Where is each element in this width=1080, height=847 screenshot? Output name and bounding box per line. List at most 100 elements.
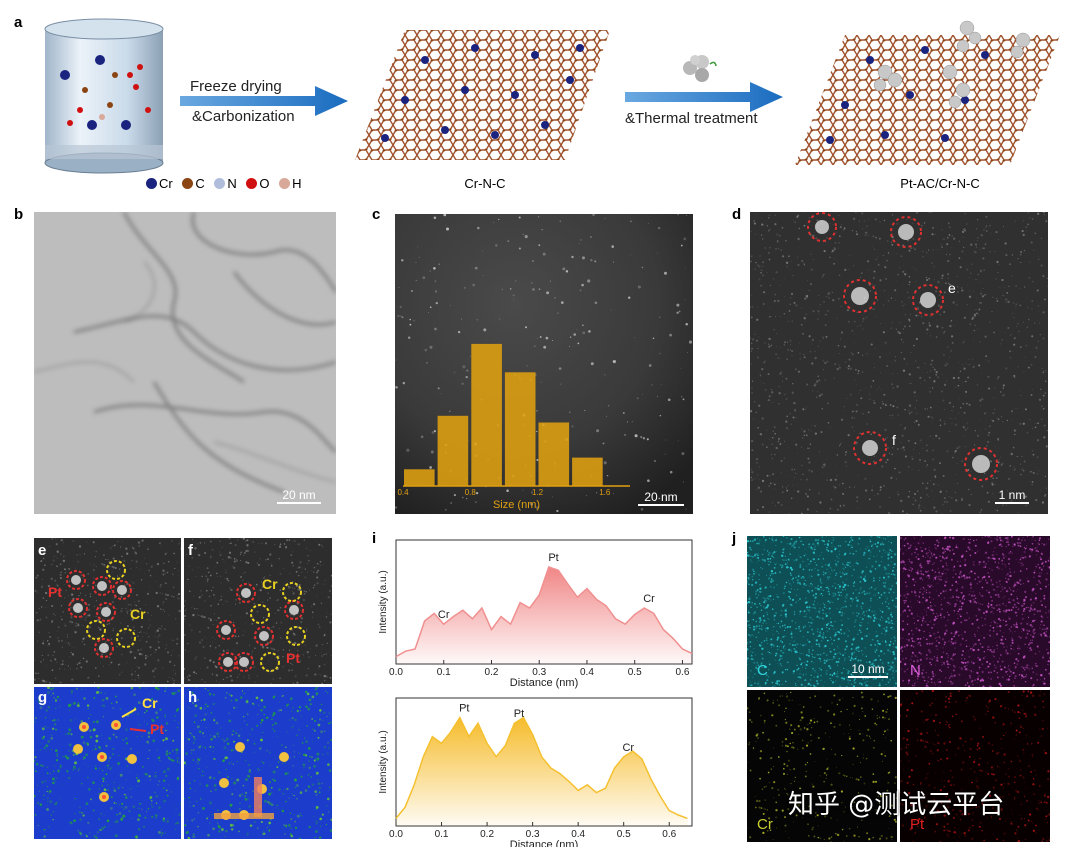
profile-line-1 [395,716,688,820]
histogram-bar-0 [404,469,435,486]
panel-label-h: h [188,689,198,706]
label-e-marker: e [948,280,956,296]
panel-label-a: a [14,14,23,31]
pt-cluster-icon [683,55,717,82]
watermark: 知乎 @测试云平台 [788,790,1005,820]
histogram-bar-4 [538,422,570,486]
product2-caption: Pt-AC/Cr-N-C [900,176,980,191]
arrow-1 [180,86,348,116]
profile-tick-1-6: 0.6 [662,829,676,840]
step1-line1: Freeze drying [190,78,282,95]
pt-ac-cr-n-c-sheet [795,20,1060,165]
h-dot [279,178,291,189]
panel-label-g: g [38,689,48,706]
scalebar-j: 10 nm [845,662,891,678]
panel-label-i: i [372,530,377,547]
profile-tick-0-4: 0.4 [580,667,594,678]
panel-label-d: d [732,206,742,223]
eds-map-cr: Cr [747,690,897,842]
profile-tick-0-3: 0.3 [532,667,546,678]
panel-label-c: c [372,206,381,223]
step1-line2: &Carbonization [192,108,295,125]
cr-label-g: Cr [142,695,158,711]
scalebar-b: 20 nm [274,488,324,504]
panel-label-j: j [732,530,737,547]
profile-tick-1-1: 0.1 [435,829,449,840]
label-f-marker: f [892,432,896,448]
eds-map-c: C 10 nm [747,536,897,687]
profile-tick-0-2: 0.2 [485,667,499,678]
pt-label-e: Pt [48,584,62,600]
n-dot [214,178,226,189]
profile-tick-1-5: 0.5 [617,829,631,840]
profile-tick-0-5: 0.5 [628,667,642,678]
pt-label-f: Pt [286,650,300,666]
haadf-image-d: e f 1 nm [750,212,1048,514]
c-dot [182,178,194,189]
scalebar-d: 1 nm [992,488,1032,504]
eds-label-pt: Pt [910,816,925,833]
pt-label-g: Pt [150,721,164,737]
profile-chart-0: 0.0 0.1 0.2 0.3 0.4 0.5 0.6 Distance (nm) Intens… [378,539,693,689]
profile-ylabel-0: Intensity (a.u.) [378,570,389,633]
arrow-2 [625,82,783,112]
molecule-cluster [60,55,151,130]
o-dot [246,178,258,189]
profile-tick-0-1: 0.1 [437,667,451,678]
eds-label-cr: Cr [757,816,773,833]
profile-annotation-1-2: Cr [622,742,634,754]
eds-map-pt: Pt [900,690,1050,842]
profile-tick-1-4: 0.4 [571,829,585,840]
profile-tick-1-2: 0.2 [480,829,494,840]
profile-area-0 [396,567,692,664]
cr-dot [146,178,157,189]
pt-cluster-circles [807,212,998,481]
tem-image-b: 20 nm [34,212,336,514]
panel-label-f: f [188,542,193,559]
histogram-bar-5 [572,457,603,486]
histogram-tick-3: 1.6 [599,488,611,497]
profile-xlabel-1: Distance (nm) [510,839,578,847]
histogram-bar-2 [471,343,502,486]
line-profiles-i: 0.0 0.1 0.2 0.3 0.4 0.5 0.6 Distance (nm) Intens… [378,539,693,847]
reactor-cylinder [44,18,164,174]
cr-n-c-sheet [355,30,610,160]
intensity-map-h: h [184,687,332,839]
profile-tick-1-0: 0.0 [389,829,403,840]
haadf-image-f: f Cr Pt [184,538,332,684]
cr-label-f: Cr [262,576,278,592]
histogram-xlabel: Size (nm) [493,499,540,511]
panel-label-b: b [14,206,24,223]
profile-line-0 [395,566,693,658]
step2-label: &Thermal treatment [625,110,758,127]
haadf-image-e: e Pt Cr [34,538,181,684]
product1-caption: Cr-N-C [464,176,506,191]
profile-annotation-0-0: Cr [438,609,450,621]
profile-annotation-1-1: Pt [514,708,524,720]
size-histogram: 0.4 0.8 1.2 1.6 Size (nm) [397,343,630,511]
cr-label-e: Cr [130,606,146,622]
intensity-map-g: g Cr Pt [34,687,181,839]
haadf-image-c: 0.4 0.8 1.2 1.6 Size (nm) 20 nm [395,214,693,514]
profile-area-1 [396,717,688,826]
histogram-tick-2: 1.2 [532,488,544,497]
atom-legend: Cr C N O H [140,176,302,191]
histogram-tick-0: 0.4 [397,488,409,497]
scalebar-c: 20 nm [635,490,687,506]
eds-label-n: N [910,662,921,679]
histogram-tick-1: 0.8 [465,488,477,497]
profile-annotation-0-1: Pt [548,552,558,564]
profile-ylabel-1: Intensity (a.u.) [378,730,389,793]
profile-xlabel-0: Distance (nm) [510,677,578,689]
histogram-bar-3 [504,372,536,486]
profile-tick-0-0: 0.0 [389,667,403,678]
profile-annotation-1-0: Pt [459,703,469,715]
profile-annotation-0-2: Cr [643,593,655,605]
histogram-bar-1 [437,415,469,486]
eds-map-n: N [900,536,1050,687]
profile-chart-1: 0.0 0.1 0.2 0.3 0.4 0.5 0.6 Distance (nm) Intens… [378,697,693,847]
panel-label-e: e [38,542,47,559]
profile-tick-1-3: 0.3 [526,829,540,840]
eds-label-c: C [757,662,768,679]
profile-tick-0-6: 0.6 [675,667,689,678]
